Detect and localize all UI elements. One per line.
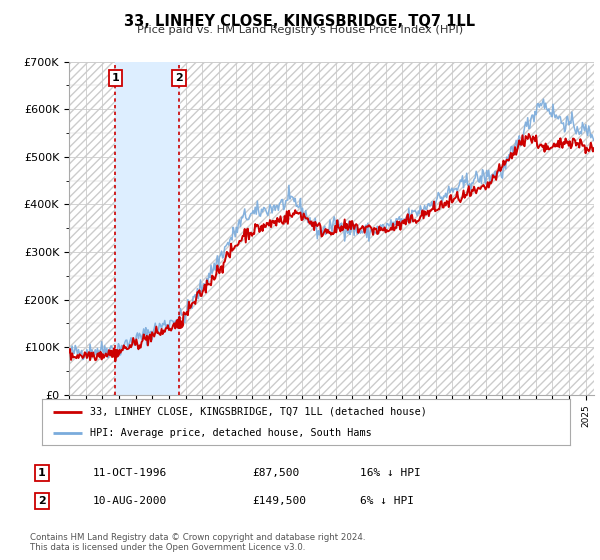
- Text: £149,500: £149,500: [252, 496, 306, 506]
- Text: 6% ↓ HPI: 6% ↓ HPI: [360, 496, 414, 506]
- Text: This data is licensed under the Open Government Licence v3.0.: This data is licensed under the Open Gov…: [30, 543, 305, 552]
- Text: 33, LINHEY CLOSE, KINGSBRIDGE, TQ7 1LL (detached house): 33, LINHEY CLOSE, KINGSBRIDGE, TQ7 1LL (…: [89, 407, 427, 417]
- Bar: [69, 62, 115, 395]
- Text: 2: 2: [38, 496, 46, 506]
- Text: Price paid vs. HM Land Registry's House Price Index (HPI): Price paid vs. HM Land Registry's House …: [137, 25, 463, 35]
- Text: 11-OCT-1996: 11-OCT-1996: [93, 468, 167, 478]
- Text: 2: 2: [175, 73, 183, 83]
- Text: 10-AUG-2000: 10-AUG-2000: [93, 496, 167, 506]
- Bar: [115, 62, 179, 395]
- Text: 1: 1: [112, 73, 119, 83]
- Text: 1: 1: [38, 468, 46, 478]
- Bar: [179, 62, 594, 395]
- Text: £87,500: £87,500: [252, 468, 299, 478]
- Text: HPI: Average price, detached house, South Hams: HPI: Average price, detached house, Sout…: [89, 428, 371, 438]
- Text: 16% ↓ HPI: 16% ↓ HPI: [360, 468, 421, 478]
- Text: 33, LINHEY CLOSE, KINGSBRIDGE, TQ7 1LL: 33, LINHEY CLOSE, KINGSBRIDGE, TQ7 1LL: [124, 14, 476, 29]
- Text: Contains HM Land Registry data © Crown copyright and database right 2024.: Contains HM Land Registry data © Crown c…: [30, 533, 365, 542]
